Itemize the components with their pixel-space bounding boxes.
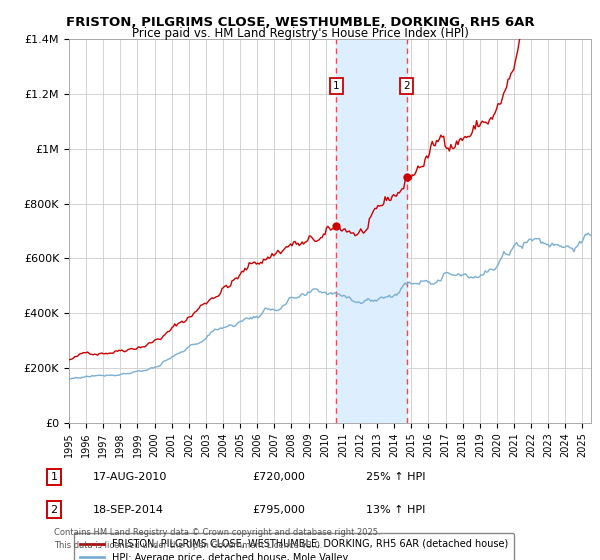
Text: FRISTON, PILGRIMS CLOSE, WESTHUMBLE, DORKING, RH5 6AR: FRISTON, PILGRIMS CLOSE, WESTHUMBLE, DOR… [65,16,535,29]
Text: Contains HM Land Registry data © Crown copyright and database right 2025.
This d: Contains HM Land Registry data © Crown c… [54,529,380,550]
Text: 13% ↑ HPI: 13% ↑ HPI [366,505,425,515]
Text: 17-AUG-2010: 17-AUG-2010 [93,472,167,482]
Text: 2: 2 [403,81,410,91]
Text: 2: 2 [50,505,58,515]
Text: £795,000: £795,000 [252,505,305,515]
Text: £720,000: £720,000 [252,472,305,482]
Text: 18-SEP-2014: 18-SEP-2014 [93,505,164,515]
Bar [337,39,407,423]
Legend: FRISTON, PILGRIMS CLOSE, WESTHUMBLE, DORKING, RH5 6AR (detached house), HPI: Ave: FRISTON, PILGRIMS CLOSE, WESTHUMBLE, DOR… [74,533,514,560]
Text: 1: 1 [50,472,58,482]
Text: 25% ↑ HPI: 25% ↑ HPI [366,472,425,482]
Text: Price paid vs. HM Land Registry's House Price Index (HPI): Price paid vs. HM Land Registry's House … [131,27,469,40]
Text: 1: 1 [333,81,340,91]
